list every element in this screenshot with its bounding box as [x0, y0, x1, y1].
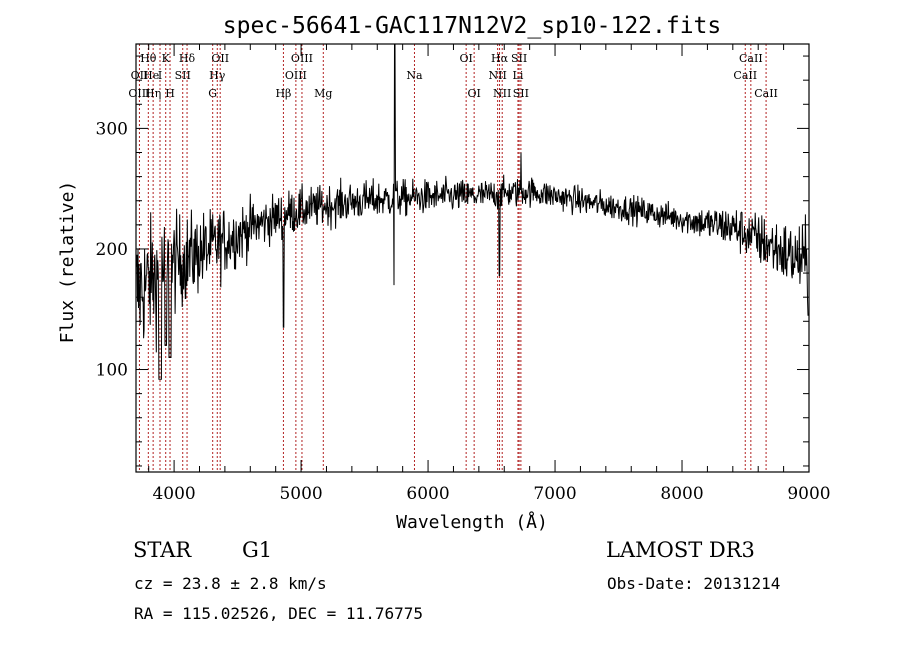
line-label: Li — [513, 69, 524, 82]
line-label: OIII — [291, 52, 313, 65]
line-label: Hδ — [179, 52, 196, 65]
line-label: I — [158, 69, 162, 82]
line-label: OII — [211, 52, 229, 65]
line-label: SII — [513, 87, 529, 100]
object-subclass: G1 — [242, 538, 273, 562]
redshift-velocity: cz = 23.8 ± 2.8 km/s — [134, 574, 327, 593]
survey-name: LAMOST DR3 — [606, 538, 755, 562]
line-label: H — [165, 87, 175, 100]
axis-ticks — [136, 44, 810, 472]
line-label: Hθ — [140, 52, 157, 65]
x-axis-label: Wavelength (Å) — [396, 511, 548, 533]
line-label: He — [143, 69, 159, 82]
line-label: Hγ — [209, 69, 226, 82]
line-label: CaII — [733, 69, 757, 82]
observation-date: Obs-Date: 20131214 — [607, 574, 781, 593]
x-tick-label: 4000 — [152, 484, 195, 504]
line-label: Hη — [145, 87, 161, 100]
line-label: G — [208, 87, 217, 100]
x-tick-label: 9000 — [787, 484, 830, 504]
plot-frame — [135, 43, 810, 473]
y-tick-label: 200 — [96, 240, 128, 260]
line-label: OI — [459, 52, 472, 65]
chart-title: spec-56641-GAC117N12V2_sp10-122.fits — [223, 13, 722, 39]
line-label: K — [162, 52, 171, 65]
x-tick-label: 8000 — [660, 484, 703, 504]
x-tick-label: 5000 — [279, 484, 322, 504]
spectrum-line — [135, 43, 809, 380]
line-label: Na — [406, 69, 423, 82]
line-label: OII — [131, 69, 149, 82]
object-class: STAR — [133, 538, 192, 562]
tick-labels: 4000 5000 6000 7000 8000 9000 100 200 300 — [96, 119, 831, 504]
line-label: OIII — [128, 87, 150, 100]
line-label: CaII — [754, 87, 778, 100]
coordinates: RA = 115.02526, DEC = 11.76775 — [134, 604, 423, 623]
line-label: NII — [493, 87, 511, 100]
line-label: OI — [467, 87, 480, 100]
line-label: Hβ — [275, 87, 291, 100]
line-label: NII — [488, 69, 506, 82]
line-label: Hα — [491, 52, 509, 65]
line-label: Mg — [314, 87, 332, 100]
spectral-line-markers — [138, 44, 767, 472]
line-label: SII — [175, 69, 191, 82]
x-tick-label: 7000 — [533, 484, 576, 504]
line-label: SII — [511, 52, 527, 65]
y-axis-label: Flux (relative) — [57, 181, 78, 344]
y-tick-label: 100 — [96, 361, 128, 381]
y-tick-label: 300 — [96, 119, 128, 139]
line-label: OIII — [285, 69, 307, 82]
line-label: CaII — [739, 52, 763, 65]
x-tick-label: 6000 — [406, 484, 449, 504]
spectrum-series — [135, 43, 809, 380]
